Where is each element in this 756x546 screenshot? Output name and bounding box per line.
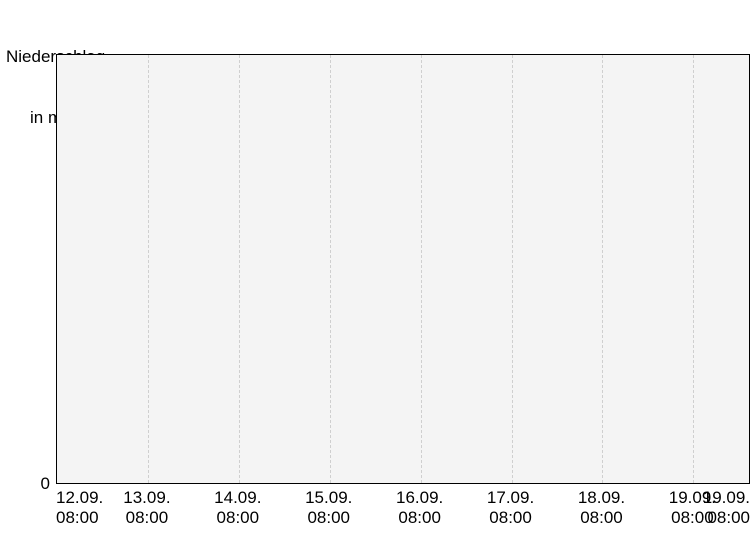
gridline	[602, 55, 603, 483]
x-tick-date: 18.09.	[578, 488, 625, 508]
x-tick-label: 19.09.08:00	[703, 488, 750, 527]
gridline	[148, 55, 149, 483]
x-tick-time: 08:00	[396, 508, 443, 528]
x-tick-date: 16.09.	[396, 488, 443, 508]
x-tick-time: 08:00	[123, 508, 170, 528]
x-tick-date: 19.09.	[703, 488, 750, 508]
x-tick-date: 17.09.	[487, 488, 534, 508]
x-tick-date: 14.09.	[214, 488, 261, 508]
x-tick-label: 13.09.08:00	[123, 488, 170, 527]
x-tick-time: 08:00	[487, 508, 534, 528]
x-tick-time: 08:00	[578, 508, 625, 528]
x-tick-time: 08:00	[305, 508, 352, 528]
x-tick-date: 15.09.	[305, 488, 352, 508]
x-tick-time: 08:00	[703, 508, 750, 528]
x-tick-label: 18.09.08:00	[578, 488, 625, 527]
gridline	[421, 55, 422, 483]
x-tick-date: 12.09.	[56, 488, 103, 508]
x-tick-date: 13.09.	[123, 488, 170, 508]
gridline	[512, 55, 513, 483]
gridline	[330, 55, 331, 483]
x-tick-label: 17.09.08:00	[487, 488, 534, 527]
gridline	[693, 55, 694, 483]
x-tick-label: 15.09.08:00	[305, 488, 352, 527]
y-tick-label: 0	[41, 474, 50, 494]
plot-area	[56, 54, 750, 484]
x-tick-label: 14.09.08:00	[214, 488, 261, 527]
x-tick-time: 08:00	[214, 508, 261, 528]
gridline	[239, 55, 240, 483]
x-tick-label: 12.09.08:00	[56, 488, 103, 527]
x-tick-time: 08:00	[56, 508, 103, 528]
chart-container: Niederschlag in mm 0 12.09.08:0013.09.08…	[0, 0, 756, 546]
x-tick-label: 16.09.08:00	[396, 488, 443, 527]
